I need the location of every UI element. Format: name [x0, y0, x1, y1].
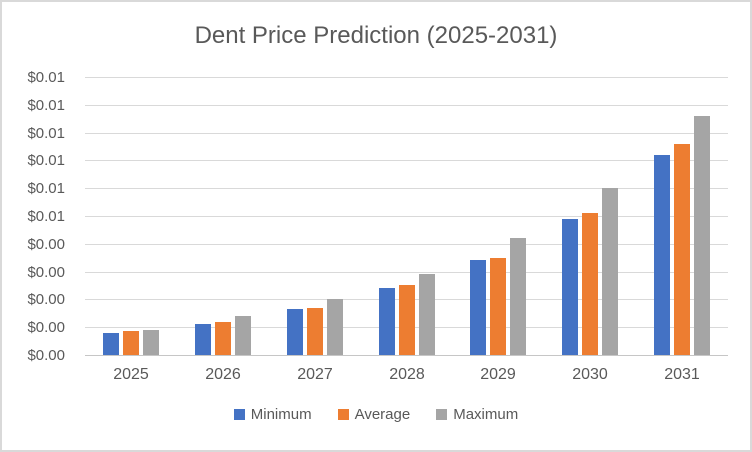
y-tick-label: $0.00 [27, 236, 65, 253]
bar-average-2031 [674, 144, 690, 355]
bar-maximum-2028 [419, 274, 435, 355]
chart-title: Dent Price Prediction (2025-2031) [194, 22, 558, 49]
x-tick-label-2031: 2031 [664, 366, 700, 383]
bar-group-2028 [361, 77, 453, 355]
bar-average-2026 [215, 322, 231, 355]
x-tick-label-2025: 2025 [113, 366, 149, 383]
bar-minimum-2030 [562, 219, 578, 355]
gridline [85, 133, 728, 134]
bar-maximum-2026 [235, 316, 251, 355]
legend-swatch-icon [436, 409, 448, 420]
legend-item-maximum: Maximum [436, 406, 518, 423]
bar-group-2025 [85, 77, 177, 355]
x-axis-tick-labels: 2025 2026 2027 2028 2029 2030 2031 [85, 364, 728, 386]
gridline [85, 216, 728, 217]
legend-item-average: Average [337, 406, 411, 423]
x-tick-label-2030: 2030 [572, 366, 608, 383]
bar-minimum-2026 [195, 324, 211, 355]
x-tick-label-2026: 2026 [205, 366, 241, 383]
y-tick-label: $0.01 [27, 180, 65, 197]
y-tick-label: $0.00 [27, 347, 65, 364]
gridline [85, 188, 728, 189]
bar-maximum-2031 [694, 116, 710, 355]
legend-swatch-icon [233, 409, 245, 420]
gridline [85, 272, 728, 273]
y-tick-label: $0.00 [27, 319, 65, 336]
legend-swatch-icon [337, 409, 349, 420]
y-tick-label: $0.00 [27, 291, 65, 308]
legend-item-minimum: Minimum [233, 406, 312, 423]
bar-group-2030 [544, 77, 636, 355]
bar-group-2027 [269, 77, 361, 355]
bar-average-2027 [307, 308, 323, 355]
gridline [85, 77, 728, 78]
bar-average-2025 [123, 331, 139, 355]
y-tick-label: $0.00 [27, 264, 65, 281]
gridline [85, 160, 728, 161]
y-tick-label: $0.01 [27, 69, 65, 86]
bar-average-2030 [582, 213, 598, 355]
bar-maximum-2030 [602, 188, 618, 355]
plot-area [85, 77, 728, 356]
legend-label: Minimum [250, 406, 312, 423]
x-tick-label-2028: 2028 [389, 366, 425, 383]
y-tick-label: $0.01 [27, 152, 65, 169]
bar-group-2031 [636, 77, 728, 355]
legend-label: Maximum [453, 406, 519, 423]
y-axis-tick-labels: $0.00 $0.00 $0.00 $0.00 $0.00 $0.01 $0.01 $0.01… [2, 69, 75, 364]
bar-group-2029 [452, 77, 544, 355]
x-axis-line [85, 355, 728, 356]
bar-average-2029 [490, 258, 506, 355]
chart-legend: Minimum Average Maximum [2, 406, 750, 423]
gridline [85, 244, 728, 245]
y-tick-label: $0.01 [27, 208, 65, 225]
bar-minimum-2029 [470, 260, 486, 355]
x-tick-label-2029: 2029 [480, 366, 516, 383]
bar-minimum-2027 [287, 309, 303, 355]
bar-group-2026 [177, 77, 269, 355]
gridline [85, 105, 728, 106]
y-tick-label: $0.01 [27, 97, 65, 114]
bar-maximum-2027 [327, 299, 343, 355]
bar-minimum-2028 [379, 288, 395, 355]
bar-minimum-2031 [654, 155, 670, 355]
bar-maximum-2029 [510, 238, 526, 355]
legend-label: Average [354, 406, 411, 423]
x-tick-label-2027: 2027 [297, 366, 333, 383]
bar-maximum-2025 [143, 330, 159, 355]
bar-minimum-2025 [103, 333, 119, 355]
bar-average-2028 [399, 285, 415, 355]
y-tick-label: $0.01 [27, 125, 65, 142]
